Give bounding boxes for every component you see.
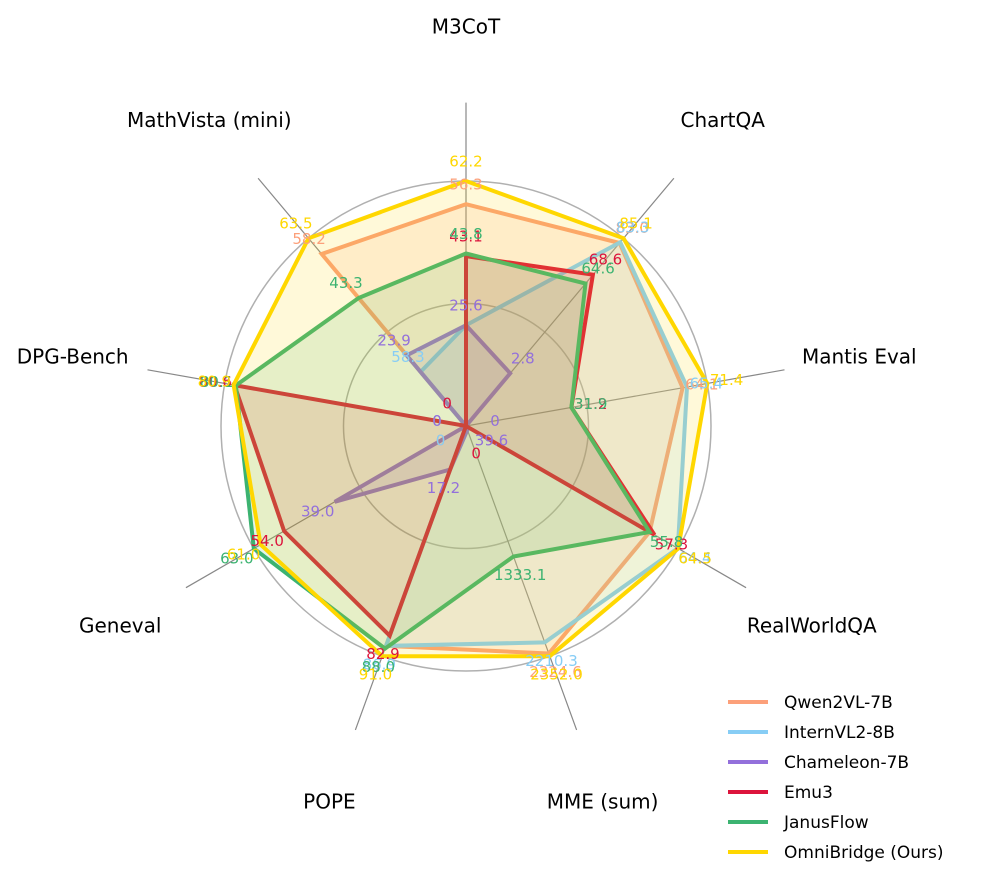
value-label-omnibridge-ours-mathvista-mini: 63.5 (279, 214, 312, 232)
value-label-janusflow-mme-sum: 1333.1 (494, 566, 547, 584)
value-label-janusflow-mantis-eval: 31.9 (574, 395, 607, 413)
spoke-mantis-eval (465, 369, 785, 427)
value-label-qwen2vl-7b-dpg-bench: 0 (432, 412, 442, 430)
value-label-janusflow-geneval: 63.0 (220, 549, 253, 567)
value-label-internvl2-8b-mathvista-mini: 58.3 (391, 348, 424, 366)
value-label-chameleon-7b-geneval: 39.0 (301, 503, 334, 521)
axis-label-dpg-bench: DPG-Bench (17, 345, 129, 369)
axis-label-realworldqa: RealWorldQA (747, 614, 877, 638)
axis-label-pope: POPE (303, 789, 356, 813)
radar-series (231, 178, 710, 659)
value-label-chameleon-7b-dpg-bench: 0 (432, 412, 442, 430)
legend-label-qwen2vl-7b: Qwen2VL-7B (784, 693, 893, 713)
value-label-emu3-mantis-eval: 31.2 (574, 395, 607, 413)
legend-label-omnibridge-ours: OmniBridge (Ours) (784, 843, 944, 863)
value-label-emu3-mme-sum: 0 (471, 445, 481, 463)
value-label-chameleon-7b-mantis-eval: 0 (490, 412, 500, 430)
legend-label-chameleon-7b: Chameleon-7B (784, 753, 909, 773)
value-label-chameleon-7b-mathvista-mini: 23.9 (377, 331, 410, 349)
value-label-emu3-pope: 82.9 (366, 645, 399, 663)
value-label-janusflow-dpg-bench: 80.1 (200, 373, 233, 391)
value-label-omnibridge-ours-pope: 91.0 (359, 666, 392, 684)
value-label-janusflow-pope: 88.0 (362, 658, 395, 676)
value-label-omnibridge-ours-realworldqa: 64.5 (678, 549, 711, 567)
value-label-internvl2-8b-chartqa: 83.3 (616, 218, 649, 236)
axis-label-mathvista-mini: MathVista (mini) (127, 108, 292, 132)
value-label-janusflow-m3cot: 43.8 (449, 225, 482, 243)
spoke-mme-sum (465, 425, 578, 731)
series-line-emu3 (231, 253, 657, 640)
series-line-omnibridge-ours (231, 178, 710, 659)
legend-label-janusflow: JanusFlow (783, 813, 869, 833)
series-area-omnibridge-ours (233, 181, 708, 657)
value-label-qwen2vl-7b-geneval: 0 (436, 432, 446, 450)
axis-labels: M3CoT ChartQA Mantis Eval RealWorldQA MME (s… (17, 15, 917, 814)
value-label-chameleon-7b-pope: 17.2 (427, 479, 460, 497)
value-labels: 56.383.064.12324.60058.283.365.464.42210… (198, 152, 744, 683)
value-label-omnibridge-ours-mme-sum: 2352.0 (530, 666, 583, 684)
value-label-emu3-m3cot: 43.1 (449, 228, 482, 246)
value-label-emu3-mathvista-mini: 0 (442, 395, 452, 413)
legend-label-internvl2-8b: InternVL2-8B (784, 723, 895, 743)
value-label-internvl2-8b-realworldqa: 64.4 (678, 549, 711, 567)
value-label-qwen2vl-7b-mantis-eval: 64.1 (685, 375, 718, 393)
value-label-omnibridge-ours-m3cot: 62.2 (449, 152, 482, 170)
value-label-internvl2-8b-mantis-eval: 65.4 (690, 375, 723, 393)
value-label-qwen2vl-7b-mathvista-mini: 58.2 (292, 230, 325, 248)
axis-label-mme-sum: MME (sum) (547, 789, 659, 813)
value-label-internvl2-8b-pope: 86.9 (363, 655, 396, 673)
legend: Qwen2VL-7B InternVL2-8B Chameleon-7B Emu3 Ja… (728, 693, 944, 863)
series-line-janusflow (233, 251, 653, 652)
axis-label-chartqa: ChartQA (681, 108, 766, 132)
axis-label-m3cot: M3CoT (432, 15, 501, 39)
value-label-emu3-chartqa: 68.6 (589, 251, 622, 269)
value-label-chameleon-7b-realworldqa: 39.6 (475, 432, 508, 450)
value-label-omnibridge-ours-mantis-eval: 71.4 (710, 371, 743, 389)
series-area-emu3 (234, 256, 655, 636)
axis-label-mantis-eval: Mantis Eval (802, 345, 917, 369)
value-label-janusflow-chartqa: 64.6 (581, 260, 614, 278)
value-label-omnibridge-ours-geneval: 61.0 (227, 545, 260, 563)
value-label-emu3-geneval: 54.0 (250, 532, 283, 550)
value-label-emu3-dpg-bench: 80.6 (198, 373, 231, 391)
value-label-internvl2-8b-mme-sum: 2210.3 (525, 652, 578, 670)
value-label-chameleon-7b-m3cot: 25.6 (449, 297, 482, 315)
value-label-omnibridge-ours-dpg-bench: 80.9 (198, 373, 231, 391)
value-label-janusflow-realworldqa: 55.8 (650, 533, 683, 551)
value-label-omnibridge-ours-chartqa: 85.1 (619, 214, 652, 232)
legend-label-emu3: Emu3 (784, 783, 833, 803)
series-line-qwen2vl-7b (318, 202, 685, 656)
value-label-janusflow-mathvista-mini: 43.3 (329, 274, 362, 292)
value-label-internvl2-8b-geneval: 0 (436, 432, 446, 450)
value-label-internvl2-8b-dpg-bench: 0 (432, 412, 442, 430)
value-label-qwen2vl-7b-m3cot: 56.3 (449, 176, 482, 194)
value-label-qwen2vl-7b-mme-sum: 2324.6 (529, 663, 582, 681)
series-area-internvl2-8b (386, 242, 687, 646)
value-label-chameleon-7b-chartqa: 2.8 (511, 349, 535, 367)
value-label-qwen2vl-7b-chartqa: 83.0 (615, 219, 648, 237)
value-label-emu3-realworldqa: 57.3 (655, 536, 688, 554)
axis-label-geneval: Geneval (79, 614, 161, 638)
